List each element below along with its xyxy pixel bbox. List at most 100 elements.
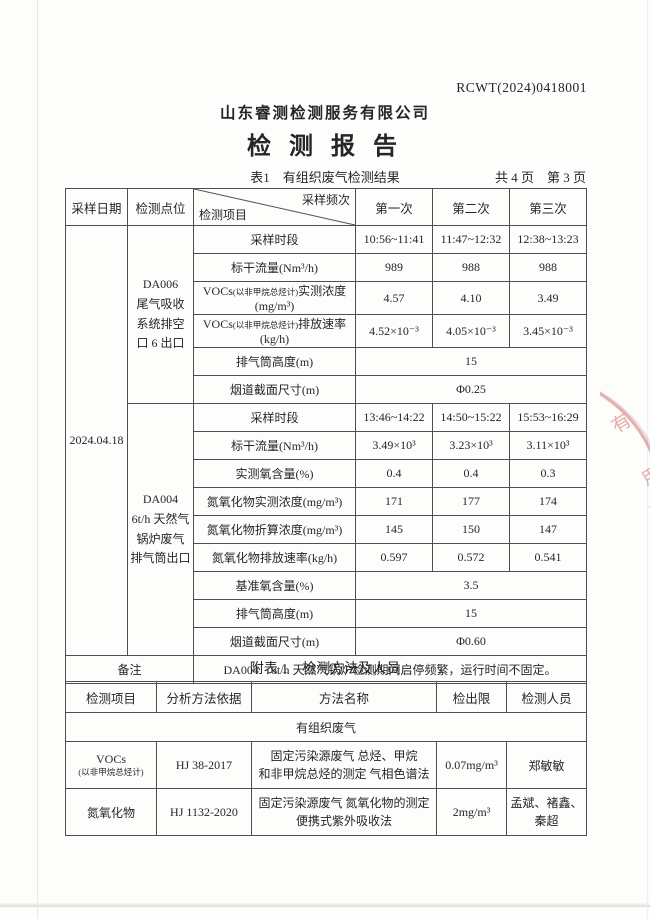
appendix-title-row: 附表 1 检测方法及人员 — [0, 658, 650, 677]
voc-sublabel: (以非甲烷总烃计) — [232, 287, 299, 297]
merged-value-cell: Φ0.25 — [355, 375, 587, 404]
detection-limit-cell: 2mg/m³ — [436, 788, 507, 836]
parameter-label: 标干流量(Nm³/h) — [193, 431, 356, 460]
value-cell: 13:46~14:22 — [355, 403, 433, 432]
parameter-label: VOCs(以非甲烷总烃计)排放速率(kg/h) — [193, 314, 356, 348]
detection-limit-cell: 0.07mg/m³ — [436, 741, 507, 789]
table-row: 排气筒高度(m) 15 — [66, 599, 587, 628]
parameter-label: 采样时段 — [193, 403, 356, 432]
table-row: DA004 6t/h 天然气 锅炉废气 排气筒出口 采样时段 13:46~14:… — [66, 403, 587, 656]
table-row: 烟道截面尺寸(m) Φ0.60 — [66, 627, 587, 656]
diagonal-header-cell: 采样频次 检测项目 — [193, 188, 356, 226]
appendix-header-row: 检测项目 分析方法依据 方法名称 检出限 检测人员 — [65, 681, 587, 713]
stamp-character: 用 — [638, 463, 650, 489]
method-row: 氮氧化物 HJ 1132-2020 固定污染源废气 氮氧化物的测定 便携式紫外吸… — [65, 788, 587, 836]
table-row: 氮氧化物排放速率(kg/h) 0.597 0.572 0.541 — [66, 543, 587, 572]
table1-caption: 表1 有组织废气检测结果 — [250, 170, 400, 185]
value-cell: 145 — [355, 515, 433, 544]
parameter-label: 标干流量(Nm³/h) — [193, 253, 356, 282]
table-header-row: 采样日期 检测点位 采样频次 检测项目 第一次 第二次 第三次 — [65, 188, 587, 226]
table-row: VOCs(以非甲烷总烃计)排放速率(kg/h) 4.52×10⁻³ 4.05×1… — [66, 314, 587, 348]
col-header-item: 检测项目 — [65, 681, 157, 713]
value-cell: 0.597 — [355, 543, 433, 572]
page-edge-line — [37, 0, 38, 919]
value-cell: 174 — [509, 487, 587, 516]
parameter-label: 实测氧含量(%) — [193, 459, 356, 488]
voc-label-rest: 排放速率(kg/h) — [259, 317, 347, 346]
value-cell: 15:53~16:29 — [509, 403, 587, 432]
report-title: 检 测 报 告 — [247, 134, 403, 160]
monitoring-point-da004: DA004 6t/h 天然气 锅炉废气 排气筒出口 — [127, 403, 194, 656]
merged-value-cell: 15 — [355, 599, 587, 628]
diag-label-parameter: 检测项目 — [199, 208, 248, 222]
value-cell: 0.572 — [432, 543, 510, 572]
value-cell: 4.52×10⁻³ — [355, 314, 433, 348]
parameter-label: 烟道截面尺寸(m) — [193, 627, 356, 656]
method-name-cell: 固定污染源废气 总烃、甲烷 和非甲烷总烃的测定 气相色谱法 — [251, 741, 437, 789]
value-cell: 3.11×10³ — [509, 431, 587, 460]
parameter-label: 基准氧含量(%) — [193, 571, 356, 600]
diag-label-frequency: 采样频次 — [301, 193, 350, 207]
table-row: 标干流量(Nm³/h) 989 988 988 — [66, 253, 587, 282]
stamp-character: 有 — [608, 409, 636, 438]
method-name-cell: 固定污染源废气 氮氧化物的测定 便携式紫外吸收法 — [251, 788, 437, 836]
group-label: 有组织废气 — [65, 712, 587, 742]
col-header-run3: 第三次 — [509, 188, 587, 226]
col-header-method-name: 方法名称 — [251, 681, 437, 713]
item-cell: 氮氧化物 — [65, 788, 157, 836]
diagonal-line — [194, 189, 355, 225]
value-cell: 177 — [432, 487, 510, 516]
value-cell: 3.49 — [509, 281, 587, 315]
parameter-label: 氮氧化物排放速率(kg/h) — [193, 543, 356, 572]
col-header-personnel: 检测人员 — [506, 681, 587, 713]
monitoring-point-da006: DA006 尾气吸收 系统排空 口 6 出口 — [127, 225, 194, 404]
value-cell: 171 — [355, 487, 433, 516]
parameter-label: 排气筒高度(m) — [193, 347, 356, 376]
table-row: 基准氧含量(%) 3.5 — [66, 571, 587, 600]
merged-value-cell: 15 — [355, 347, 587, 376]
method-basis-cell: HJ 38-2017 — [156, 741, 252, 789]
merged-value-cell: Φ0.60 — [355, 627, 587, 656]
value-cell: 10:56~11:41 — [355, 225, 433, 254]
methods-personnel-table: 检测项目 分析方法依据 方法名称 检出限 检测人员 有组织废气 VOCs (以非… — [65, 681, 587, 836]
col-header-monitoring-point: 检测点位 — [127, 188, 194, 226]
item-cell: VOCs (以非甲烷总烃计) — [65, 741, 157, 789]
table1-caption-row: 表1 有组织废气检测结果 共 4 页 第 3 页 — [0, 167, 650, 185]
page-bottom-shadow — [0, 903, 650, 907]
col-header-sample-date: 采样日期 — [65, 188, 128, 226]
value-cell: 4.10 — [432, 281, 510, 315]
voc-sublabel: (以非甲烷总烃计) — [232, 320, 299, 330]
parameter-label: 采样时段 — [193, 225, 356, 254]
company-name: 山东睿测检测服务有限公司 — [219, 105, 430, 122]
page-edge-line — [647, 0, 648, 919]
personnel-cell: 孟斌、褚鑫、 秦超 — [506, 788, 587, 836]
personnel-cell: 郑敏敏 — [506, 741, 587, 789]
value-cell: 0.3 — [509, 459, 587, 488]
voc-label: VOCs — [202, 284, 233, 298]
merged-value-cell: 3.5 — [355, 571, 587, 600]
parameter-label: 排气筒高度(m) — [193, 599, 356, 628]
parameter-label: 氮氧化物实测浓度(mg/m³) — [193, 487, 356, 516]
value-cell: 150 — [432, 515, 510, 544]
col-header-method-basis: 分析方法依据 — [156, 681, 252, 713]
value-cell: 3.45×10⁻³ — [509, 314, 587, 348]
emission-results-table: 采样日期 检测点位 采样频次 检测项目 第一次 第二次 第三次 2024.04.… — [65, 188, 587, 684]
item-subname: (以非甲烷总烃计) — [78, 767, 144, 778]
voc-label: VOCs — [202, 317, 233, 331]
col-header-detection-limit: 检出限 — [436, 681, 507, 713]
parameter-label: 氮氧化物折算浓度(mg/m³) — [193, 515, 356, 544]
value-cell: 3.23×10³ — [432, 431, 510, 460]
parameter-label: 烟道截面尺寸(m) — [193, 375, 356, 404]
value-cell: 0.4 — [355, 459, 433, 488]
remark-row: 备注 DA004 6t/h 天然气锅炉检测期间启停频繁，运行时间不固定。 — [65, 655, 587, 684]
value-cell: 14:50~15:22 — [432, 403, 510, 432]
table-row: 烟道截面尺寸(m) Φ0.25 — [66, 375, 587, 404]
page-count: 共 4 页 第 3 页 — [494, 170, 586, 185]
method-basis-cell: HJ 1132-2020 — [156, 788, 252, 836]
parameter-label: VOCs(以非甲烷总烃计)实测浓度(mg/m³) — [193, 281, 356, 315]
value-cell: 988 — [432, 253, 510, 282]
value-cell: 989 — [355, 253, 433, 282]
remark-text: DA004 6t/h 天然气锅炉检测期间启停频繁，运行时间不固定。 — [193, 655, 587, 684]
table-row: 2024.04.18 DA006 尾气吸收 系统排空 口 6 出口 采样时段 1… — [65, 225, 587, 656]
